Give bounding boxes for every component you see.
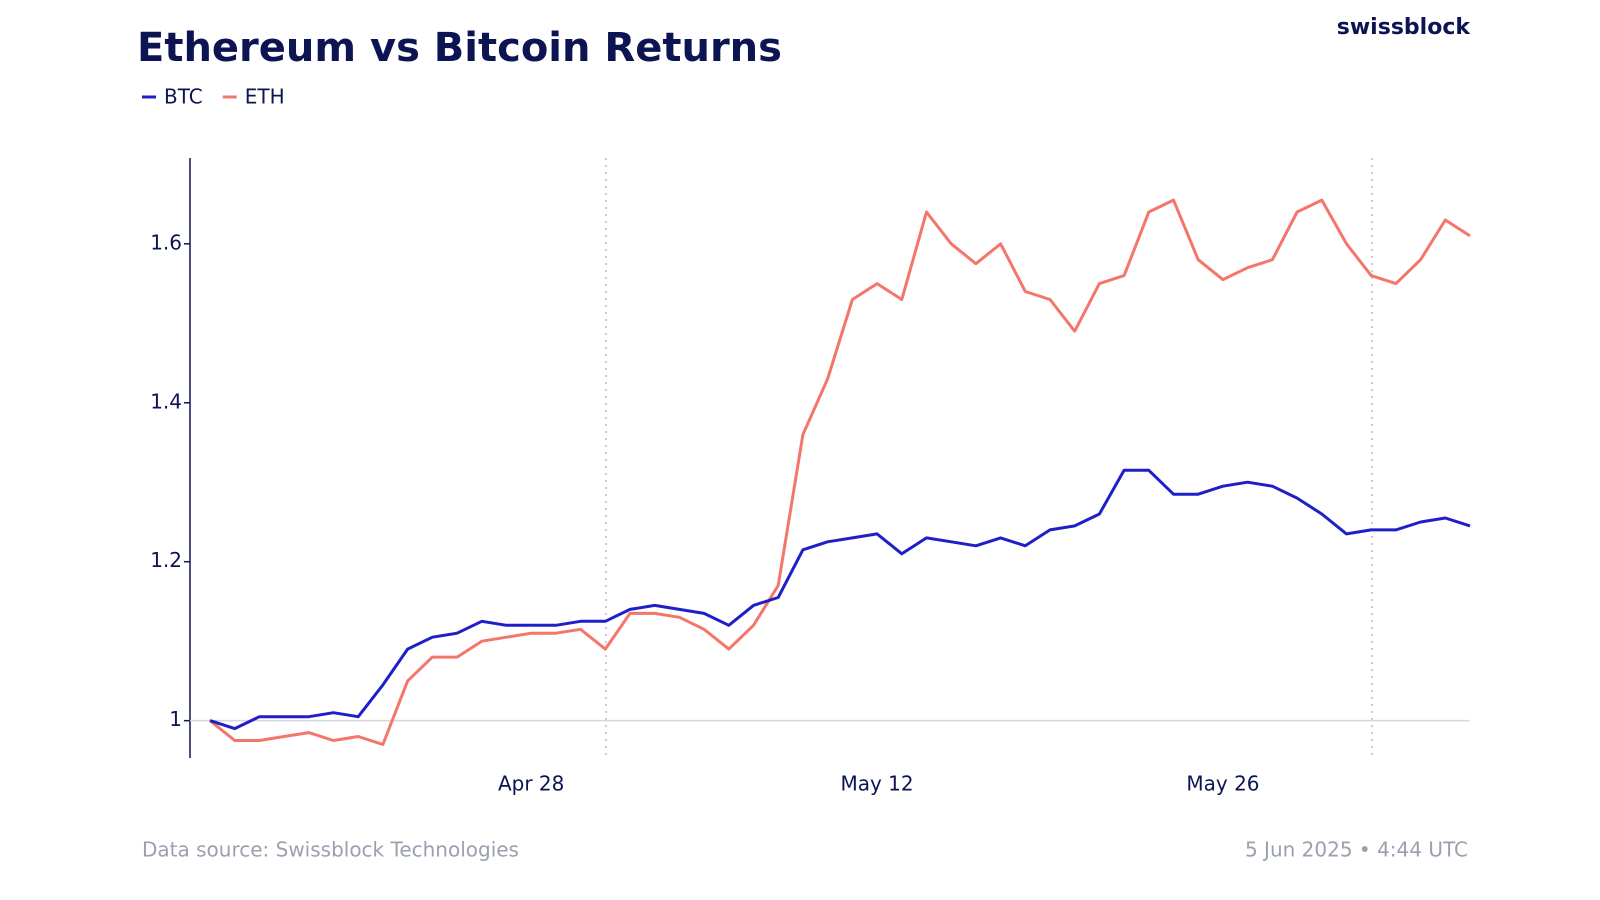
y-tick-label: 1.4: [150, 389, 182, 413]
legend-label: BTC: [164, 85, 203, 109]
x-tick-label: May 26: [1186, 772, 1259, 796]
series-line: [209, 198, 1471, 746]
x-tick-label: May 12: [840, 772, 913, 796]
y-tick-label: 1.6: [150, 230, 182, 254]
x-tick-label: Apr 28: [498, 772, 564, 796]
timestamp: 5 Jun 2025 • 4:44 UTC: [1245, 838, 1468, 862]
brand: swissblock: [1337, 15, 1472, 40]
legend-label: ETH: [245, 85, 285, 109]
chart-title: Ethereum vs Bitcoin Returns: [137, 25, 782, 71]
series-line: [209, 468, 1471, 731]
y-tick-label: 1: [169, 707, 182, 731]
y-tick-label: 1.2: [150, 548, 182, 572]
source-note: Data source: Swissblock Technologies: [142, 838, 519, 862]
